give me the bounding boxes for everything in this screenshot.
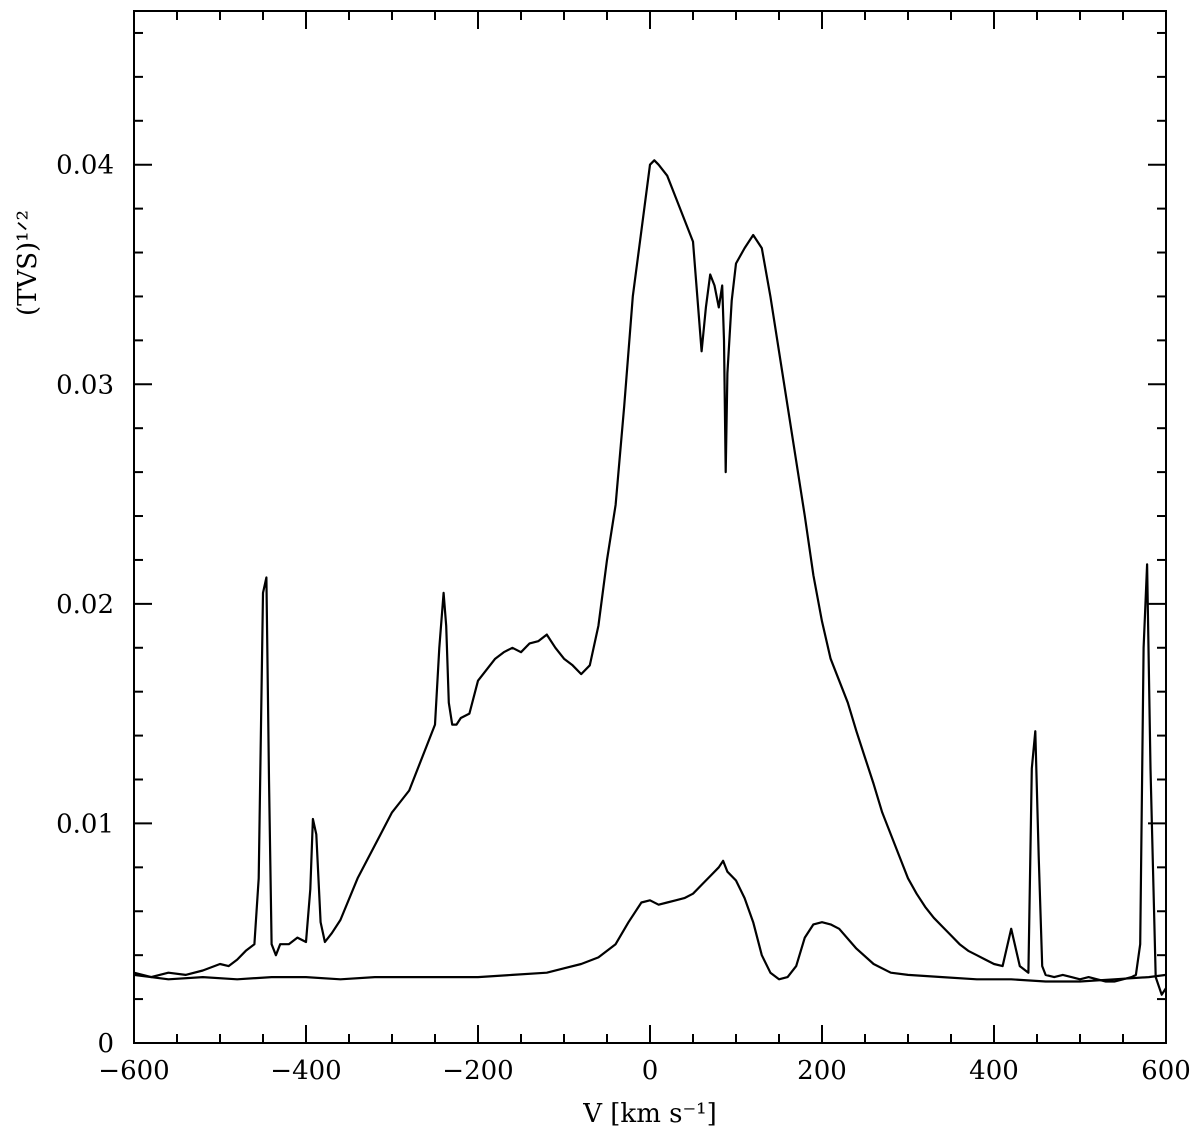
y-tick-label: 0.02: [56, 590, 114, 620]
series-line-1: [133, 159, 1167, 996]
y-tick-label: 0: [97, 1029, 114, 1059]
x-tick-label: 400: [969, 1056, 1019, 1086]
x-tick-label: −400: [270, 1056, 341, 1086]
x-tick-label: 200: [797, 1056, 847, 1086]
series-line-2: [133, 859, 1167, 983]
series-group: [133, 159, 1167, 996]
x-tick-label: 600: [1141, 1056, 1191, 1086]
x-tick-label: −600: [98, 1056, 169, 1086]
y-axis-title: (TVS)¹ᐟ²: [13, 210, 43, 316]
axis-tick-labels: −600 −400 −200 0 200 400 600 0 0.01 0.02 0.03 0.04: [56, 151, 1191, 1086]
y-tick-label: 0.01: [56, 809, 114, 839]
axis-ticks: [133, 11, 1167, 1044]
y-tick-label: 0.03: [56, 370, 114, 400]
x-tick-label: 0: [642, 1056, 659, 1086]
x-axis-title: V [km s⁻¹]: [582, 1099, 717, 1129]
y-tick-label: 0.04: [56, 151, 114, 181]
x-tick-label: −200: [442, 1056, 513, 1086]
